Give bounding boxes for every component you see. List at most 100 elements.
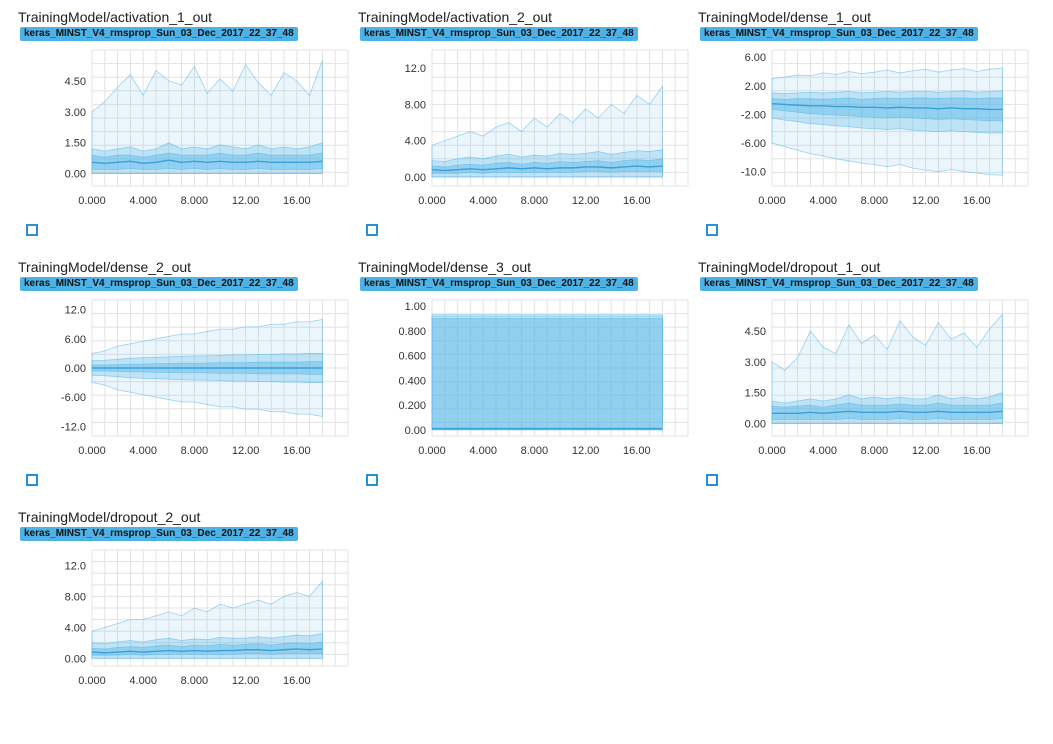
x-tick-label: 12.00 bbox=[232, 445, 260, 457]
chart-title: TrainingModel/dense_3_out bbox=[358, 259, 532, 275]
y-tick-label: 12.0 bbox=[65, 560, 86, 572]
band-middle bbox=[431, 315, 663, 431]
x-tick-label: 16.00 bbox=[283, 195, 311, 207]
x-tick-label: 12.00 bbox=[572, 195, 600, 207]
y-tick-label: 1.50 bbox=[745, 388, 766, 400]
x-tick-label: 16.00 bbox=[283, 445, 311, 457]
y-tick-label: 3.00 bbox=[745, 357, 766, 369]
x-tick-label: 16.00 bbox=[963, 195, 991, 207]
x-tick-label: 12.00 bbox=[572, 445, 600, 457]
y-tick-label: 4.50 bbox=[65, 76, 86, 88]
band-middle bbox=[91, 142, 323, 175]
chart-card: TrainingModel/activation_1_out keras_MIN… bbox=[18, 4, 358, 244]
fullscreen-expand-icon[interactable] bbox=[26, 224, 38, 236]
x-tick-label: 8.000 bbox=[181, 675, 209, 687]
chart-card: TrainingModel/dense_1_out keras_MINST_V4… bbox=[698, 4, 1038, 244]
x-tick-label: 16.00 bbox=[283, 675, 311, 687]
y-tick-label: 0.00 bbox=[745, 419, 766, 431]
y-tick-label: 1.50 bbox=[65, 138, 86, 150]
histogram-chart: -12.0 -6.00 0.00 6.00 12.0 0.000 4.000 8.000 12.… bbox=[61, 299, 349, 457]
x-tick-label: 8.000 bbox=[521, 195, 549, 207]
median-line bbox=[772, 410, 1003, 415]
y-tick-label: 0.200 bbox=[398, 400, 426, 412]
fullscreen-expand-icon[interactable] bbox=[706, 224, 718, 236]
band-inner bbox=[771, 97, 1003, 122]
band-middle bbox=[771, 90, 1003, 134]
y-tick-label: 4.00 bbox=[405, 136, 426, 148]
y-tick-label: 2.00 bbox=[745, 81, 766, 93]
run-badge: keras_MINST_V4_rmsprop_Sun_03_Dec_2017_2… bbox=[700, 27, 978, 41]
band-middle bbox=[771, 392, 1003, 425]
y-tick-label: 12.0 bbox=[65, 305, 86, 317]
fullscreen-expand-icon[interactable] bbox=[706, 474, 718, 486]
run-badge: keras_MINST_V4_rmsprop_Sun_03_Dec_2017_2… bbox=[360, 277, 638, 291]
x-tick-label: 8.000 bbox=[181, 195, 209, 207]
x-tick-label: 0.000 bbox=[418, 445, 446, 457]
histogram-chart: 0.00 0.200 0.400 0.600 0.800 1.00 0.000 4.000 8.… bbox=[398, 299, 689, 457]
band-outer bbox=[771, 67, 1003, 176]
y-tick-label: 8.00 bbox=[65, 591, 86, 603]
y-tick-label: -10.0 bbox=[741, 167, 766, 179]
histogram-chart: 0.00 4.00 8.00 12.0 0.000 4.000 8.000 12.00 16.0… bbox=[65, 549, 349, 687]
y-tick-label: 1.00 bbox=[405, 301, 426, 313]
y-tick-label: 4.00 bbox=[65, 622, 86, 634]
chart-title: TrainingModel/dropout_2_out bbox=[18, 509, 201, 525]
band-inner bbox=[431, 318, 663, 430]
y-tick-label: -12.0 bbox=[61, 421, 86, 433]
chart-card: TrainingModel/dropout_2_out keras_MINST_… bbox=[18, 504, 358, 744]
x-tick-label: 4.000 bbox=[469, 195, 497, 207]
y-tick-label: -6.00 bbox=[61, 392, 86, 404]
run-badge: keras_MINST_V4_rmsprop_Sun_03_Dec_2017_2… bbox=[20, 27, 298, 41]
x-tick-label: 0.000 bbox=[758, 195, 786, 207]
median-line bbox=[431, 165, 663, 172]
y-tick-label: 0.00 bbox=[405, 172, 426, 184]
x-tick-label: 16.00 bbox=[623, 195, 651, 207]
median-line bbox=[91, 648, 323, 654]
grid bbox=[431, 299, 689, 437]
x-tick-label: 0.000 bbox=[758, 445, 786, 457]
median-line bbox=[91, 159, 323, 165]
histogram-chart: 0.00 1.50 3.00 4.50 0.000 4.000 8.000 12.00 16.0… bbox=[65, 49, 349, 207]
run-badge: keras_MINST_V4_rmsprop_Sun_03_Dec_2017_2… bbox=[360, 27, 638, 41]
x-tick-label: 12.00 bbox=[912, 445, 940, 457]
chart-title: TrainingModel/dense_1_out bbox=[698, 9, 872, 25]
x-tick-label: 0.000 bbox=[418, 195, 446, 207]
chart-card: TrainingModel/dense_2_out keras_MINST_V4… bbox=[18, 254, 358, 494]
median-line bbox=[771, 102, 1003, 111]
y-tick-label: 0.00 bbox=[65, 169, 86, 181]
x-tick-label: 12.00 bbox=[232, 675, 260, 687]
x-tick-label: 4.000 bbox=[809, 195, 837, 207]
x-tick-label: 8.000 bbox=[521, 445, 549, 457]
run-badge: keras_MINST_V4_rmsprop_Sun_03_Dec_2017_2… bbox=[700, 277, 978, 291]
x-tick-label: 4.000 bbox=[809, 445, 837, 457]
y-tick-label: -2.00 bbox=[741, 109, 766, 121]
histogram-chart: -10.0 -6.00 -2.00 2.00 6.00 0.000 4.000 8.000 12… bbox=[741, 49, 1029, 207]
x-tick-label: 0.000 bbox=[78, 445, 106, 457]
fullscreen-expand-icon[interactable] bbox=[366, 224, 378, 236]
y-tick-label: 0.00 bbox=[65, 363, 86, 375]
y-tick-label: 6.00 bbox=[745, 52, 766, 64]
x-tick-label: 0.000 bbox=[78, 195, 106, 207]
band-inner bbox=[771, 402, 1003, 420]
chart-card: TrainingModel/activation_2_out keras_MIN… bbox=[358, 4, 698, 244]
histogram-chart: 0.00 1.50 3.00 4.50 0.000 4.000 8.000 12.00 16.0… bbox=[745, 299, 1029, 457]
grid bbox=[771, 49, 1029, 187]
grid bbox=[91, 49, 349, 187]
y-tick-label: 8.00 bbox=[405, 99, 426, 111]
x-tick-label: 4.000 bbox=[129, 445, 157, 457]
y-tick-label: 4.50 bbox=[745, 326, 766, 338]
histogram-chart: 0.00 4.00 8.00 12.0 0.000 4.000 8.000 12.00 16.0… bbox=[405, 49, 689, 207]
x-tick-label: 8.000 bbox=[861, 195, 889, 207]
chart-card: TrainingModel/dropout_1_out keras_MINST_… bbox=[698, 254, 1038, 494]
fullscreen-expand-icon[interactable] bbox=[26, 474, 38, 486]
y-tick-label: 0.600 bbox=[398, 351, 426, 363]
band-inner bbox=[91, 152, 323, 170]
x-tick-label: 4.000 bbox=[129, 195, 157, 207]
y-tick-label: 12.0 bbox=[405, 63, 426, 75]
x-tick-label: 4.000 bbox=[469, 445, 497, 457]
chart-title: TrainingModel/activation_2_out bbox=[358, 9, 553, 25]
x-tick-label: 16.00 bbox=[963, 445, 991, 457]
x-tick-label: 12.00 bbox=[232, 195, 260, 207]
chart-title: TrainingModel/dropout_1_out bbox=[698, 259, 881, 275]
fullscreen-expand-icon[interactable] bbox=[366, 474, 378, 486]
